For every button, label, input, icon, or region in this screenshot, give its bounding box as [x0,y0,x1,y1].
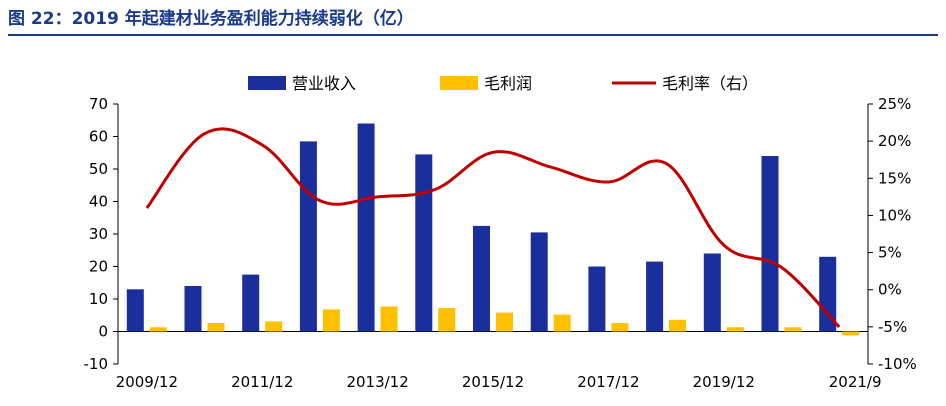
bar-gross-profit [611,323,629,332]
y-right-tick-label: 15% [878,169,911,187]
x-tick-label: 2021/9 [829,373,882,391]
bar-revenue [126,289,144,332]
bar-gross-profit [842,331,860,336]
bar-revenue [703,253,721,332]
legend-label: 营业收入 [292,74,356,93]
x-tick-label: 2015/12 [462,373,524,391]
bar-gross-profit [553,314,571,332]
y-right-tick-label: 5% [878,244,902,262]
bar-gross-profit [726,327,744,332]
y-left-tick-label: 10 [89,290,108,308]
bar-revenue [530,232,548,332]
bar-gross-profit [669,319,687,332]
title-rule [8,34,938,36]
y-left-tick-label: 20 [89,258,108,276]
bar-revenue [299,141,317,332]
bar-gross-profit [207,323,225,332]
y-left-tick-label: 30 [89,225,108,243]
y-right-tick-label: 20% [878,132,911,150]
legend-swatch [440,76,478,90]
x-tick-label: 2009/12 [116,373,178,391]
bar-gross-profit [496,312,513,332]
bars [126,123,860,336]
legend-label: 毛利率（右） [662,74,758,93]
bar-revenue [473,225,490,332]
x-tick-label: 2017/12 [577,373,639,391]
x-tick-label: 2011/12 [231,373,293,391]
y-left-tick-label: 70 [89,95,108,113]
bar-gross-profit [438,308,456,332]
x-tick-label: 2013/12 [346,373,408,391]
y-right-tick-label: 10% [878,206,911,224]
legend-swatch [248,76,286,90]
bar-gross-profit [265,321,283,332]
y-right-tick-label: -10% [878,355,917,373]
lines [145,127,841,328]
legend: 营业收入 毛利润 毛利率（右） [248,74,758,93]
bar-revenue [761,156,779,332]
bar-gross-profit [149,327,167,332]
y-left-tick-label: 0 [98,323,108,341]
y-left-tick-label: 50 [89,160,108,178]
bar-revenue [646,261,664,332]
y-right-tick-label: 0% [878,281,902,299]
bar-revenue [184,286,202,332]
gross-margin-line [145,127,841,328]
y-left-tick-label: -10 [84,355,109,373]
chart-title: 图 22：2019 年起建材业务盈利能力持续弱化（亿） [8,9,414,29]
bar-revenue [357,123,375,332]
y-left-tick-label: 40 [89,193,108,211]
x-tick-label: 2019/12 [693,373,755,391]
bar-revenue [588,266,606,332]
bar-revenue [819,256,837,332]
axes: -10 0 10 20 30 40 50 60 70 -10% -5% 0% 5% 10% 15% 20% 25… [84,95,917,391]
legend-label: 毛利润 [484,74,532,93]
bar-revenue [415,154,433,332]
bar-gross-profit [380,306,398,332]
y-left-tick-label: 60 [89,128,108,146]
bar-gross-profit [784,327,802,332]
y-right-tick-label: 25% [878,95,911,113]
bar-revenue [242,274,260,332]
y-right-tick-label: -5% [878,318,907,336]
bar-gross-profit [322,309,340,332]
